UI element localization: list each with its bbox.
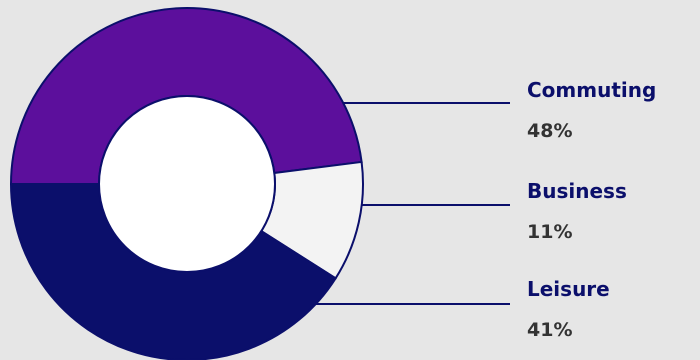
label-value-leisure: 41%: [527, 319, 572, 341]
hole-layer: [98, 95, 276, 273]
label-value-commuting: 48%: [527, 120, 572, 142]
label-value-business: 11%: [527, 221, 572, 243]
slices-layer: [9, 7, 364, 360]
labels-layer: Commuting 48% Business 11% Leisure 41%: [527, 78, 656, 341]
label-name-commuting: Commuting: [527, 78, 656, 102]
label-name-business: Business: [527, 179, 627, 203]
connectors-layer: [315, 102, 510, 305]
donut-hole: [98, 95, 276, 273]
label-name-leisure: Leisure: [527, 277, 610, 301]
